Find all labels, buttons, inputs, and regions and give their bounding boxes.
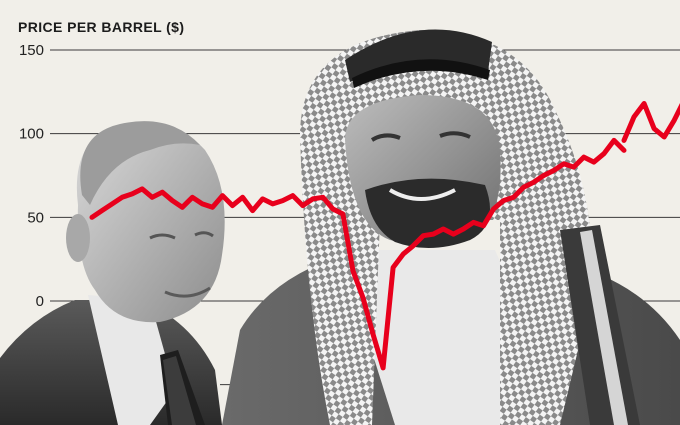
y-tick-label: 150 — [19, 42, 44, 59]
chart-title: PRICE PER BARREL ($) — [18, 19, 184, 35]
price-series — [89, 101, 680, 371]
y-tick-label: 0 — [36, 293, 44, 310]
price-line-segment — [621, 101, 680, 143]
man-in-keffiyeh-photo — [222, 29, 680, 425]
y-tick-label: 100 — [19, 126, 44, 143]
price-line-segment — [89, 137, 627, 371]
y-tick-label: 50 — [27, 209, 44, 226]
y-axis-ticks: 0 50 100 150 — [19, 42, 44, 310]
man-in-suit-photo — [0, 121, 225, 425]
